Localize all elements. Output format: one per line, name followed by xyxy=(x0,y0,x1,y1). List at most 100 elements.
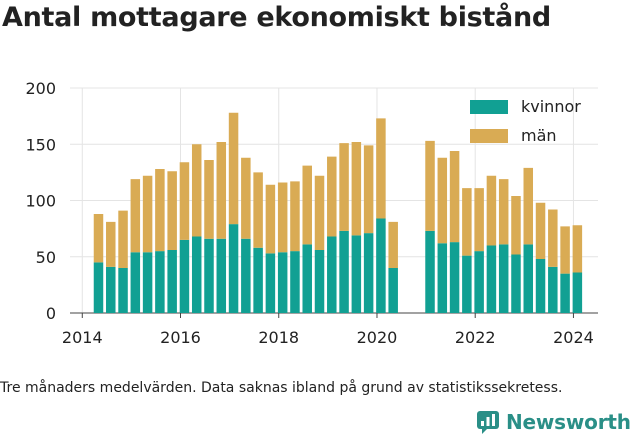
bar-kvinnor xyxy=(167,250,177,313)
bar-kvinnor xyxy=(486,245,497,313)
bar-kvinnor xyxy=(241,238,251,313)
bar-kvinnor xyxy=(535,259,546,313)
bar-kvinnor xyxy=(523,244,534,313)
x-tick-labels: 2014 2016 2018 2020 2022 2024 xyxy=(62,313,594,347)
brand-name: Newsworthy xyxy=(506,410,631,434)
bar-man xyxy=(486,175,497,246)
x-tick-label: 2016 xyxy=(160,328,201,347)
bar-kvinnor xyxy=(130,252,141,313)
x-tick-label: 2024 xyxy=(553,328,594,347)
bar-man xyxy=(462,188,472,256)
legend-label-man: män xyxy=(521,126,557,145)
y-tick-label: 50 xyxy=(36,248,56,267)
bar-kvinnor xyxy=(388,268,398,313)
bar-man xyxy=(572,225,583,273)
bar-man xyxy=(106,221,116,267)
bar-kvinnor xyxy=(191,236,202,313)
bar-man xyxy=(351,142,362,236)
legend: kvinnor män xyxy=(470,97,581,145)
bar-kvinnor xyxy=(179,239,190,313)
bar-man xyxy=(290,181,300,252)
y-tick-label: 100 xyxy=(25,192,56,211)
bar-man xyxy=(142,175,153,253)
y-tick-label: 150 xyxy=(25,135,56,154)
bar-man xyxy=(130,179,141,253)
newsworthy-logo-icon xyxy=(477,411,499,434)
bar-kvinnor xyxy=(462,255,472,313)
bar-kvinnor xyxy=(277,252,288,313)
bar-kvinnor xyxy=(204,238,214,313)
bar-man xyxy=(535,202,546,259)
bar-man xyxy=(302,165,312,245)
bar-kvinnor xyxy=(142,252,153,313)
bar-kvinnor xyxy=(302,244,312,313)
bar-man xyxy=(253,172,263,248)
bar-kvinnor xyxy=(572,272,583,313)
brand: Newsworthy xyxy=(476,405,631,439)
bar-man xyxy=(474,188,484,252)
bar-kvinnor xyxy=(253,247,263,313)
bar-kvinnor xyxy=(548,266,558,313)
bar-kvinnor xyxy=(327,236,337,313)
page-title: Antal mottagare ekonomiskt bistånd xyxy=(2,2,551,33)
y-tick-label: 200 xyxy=(25,79,56,98)
x-tick-label: 2020 xyxy=(357,328,398,347)
bar-man xyxy=(388,221,398,268)
bar-man xyxy=(376,118,386,219)
bar-kvinnor xyxy=(106,266,116,313)
bar-kvinnor xyxy=(216,238,227,313)
bar-kvinnor xyxy=(511,254,521,313)
bar-man xyxy=(523,167,534,245)
bar-kvinnor xyxy=(449,242,460,313)
bar-man xyxy=(511,196,521,255)
bar-man xyxy=(327,156,337,237)
footnote: Tre månaders medelvärden. Data saknas ib… xyxy=(0,380,563,396)
bar-kvinnor xyxy=(155,251,165,313)
legend-swatch-kvinnor xyxy=(470,100,508,114)
bar-man xyxy=(339,143,349,231)
bars xyxy=(93,112,583,313)
legend-label-kvinnor: kvinnor xyxy=(521,97,581,116)
bar-kvinnor xyxy=(437,243,448,313)
bar-man xyxy=(216,142,227,239)
bar-kvinnor xyxy=(474,251,484,313)
x-tick-label: 2022 xyxy=(455,328,496,347)
bar-man xyxy=(449,151,460,243)
bar-man xyxy=(265,184,276,254)
bar-kvinnor xyxy=(314,250,325,313)
bar-man xyxy=(277,182,288,253)
bar-kvinnor xyxy=(425,230,435,313)
bar-man xyxy=(425,140,435,231)
bar-kvinnor xyxy=(290,251,300,313)
bar-man xyxy=(314,175,325,250)
bar-kvinnor xyxy=(560,273,570,313)
bar-man xyxy=(167,171,177,250)
bar-man xyxy=(363,145,374,234)
bar-man xyxy=(191,144,202,237)
bar-man xyxy=(498,179,509,245)
bar-kvinnor xyxy=(339,230,349,313)
bar-man xyxy=(228,112,239,225)
chart: 0 50 100 150 200 2014 2016 2018 2020 2022 2024 kv… xyxy=(25,79,598,347)
bar-man xyxy=(118,210,128,268)
x-tick-label: 2018 xyxy=(258,328,299,347)
bar-man xyxy=(560,226,570,274)
bar-man xyxy=(241,157,251,239)
y-tick-labels: 0 50 100 150 200 xyxy=(25,79,56,323)
bar-man xyxy=(93,214,104,263)
bar-kvinnor xyxy=(498,244,509,313)
bar-man xyxy=(155,169,165,252)
bar-kvinnor xyxy=(376,218,386,313)
bar-kvinnor xyxy=(228,224,239,313)
x-tick-label: 2014 xyxy=(62,328,103,347)
bar-man xyxy=(204,160,214,239)
bar-kvinnor xyxy=(118,268,128,313)
bar-man xyxy=(437,157,448,244)
legend-swatch-man xyxy=(470,129,508,143)
y-tick-label: 0 xyxy=(46,304,56,323)
bar-man xyxy=(179,162,190,240)
bar-kvinnor xyxy=(265,253,276,313)
bar-kvinnor xyxy=(93,262,104,313)
bar-man xyxy=(548,209,558,267)
bar-kvinnor xyxy=(351,235,362,313)
